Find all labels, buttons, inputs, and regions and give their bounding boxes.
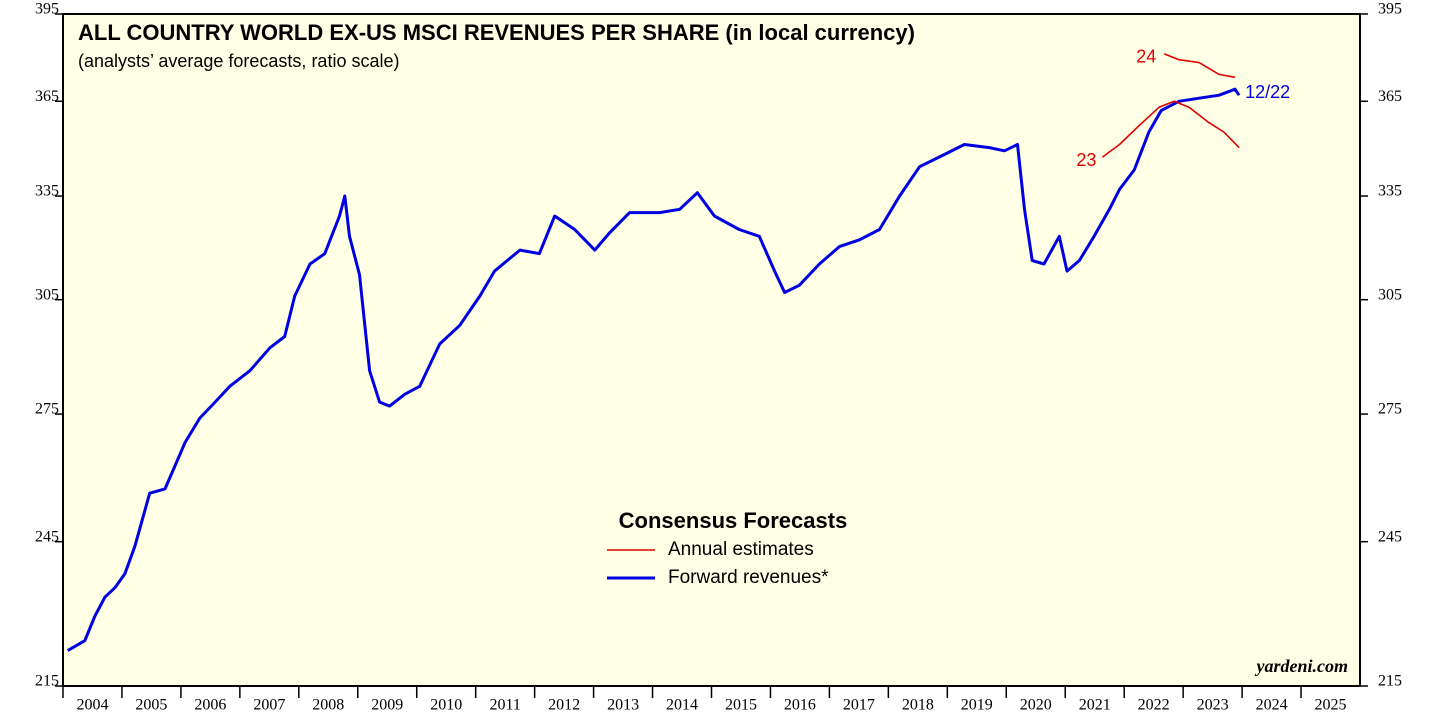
x-tick-label: 2022 bbox=[1138, 697, 1170, 714]
legend-label: Forward revenues* bbox=[668, 567, 829, 588]
x-tick-label: 2009 bbox=[371, 697, 403, 714]
x-tick-label: 2019 bbox=[961, 697, 993, 714]
y-tick-label: 365 bbox=[35, 88, 59, 105]
y-tick-label: 305 bbox=[35, 286, 59, 303]
x-tick-label: 2020 bbox=[1020, 697, 1052, 714]
y-tick-label-right: 395 bbox=[1378, 1, 1402, 18]
y-tick-label-right: 305 bbox=[1378, 286, 1402, 303]
y-tick-label-right: 245 bbox=[1378, 528, 1402, 545]
x-tick-label: 2025 bbox=[1315, 697, 1347, 714]
x-tick-label: 2021 bbox=[1079, 697, 1111, 714]
x-tick-label: 2024 bbox=[1256, 697, 1288, 714]
x-tick-label: 2005 bbox=[135, 697, 167, 714]
series-line bbox=[66, 87, 1241, 652]
y-tick-label-right: 215 bbox=[1378, 673, 1402, 690]
series-line bbox=[1101, 100, 1240, 158]
x-tick-label: 2008 bbox=[312, 697, 344, 714]
chart-title: ALL COUNTRY WORLD EX-US MSCI REVENUES PE… bbox=[78, 20, 915, 45]
legend-label: Annual estimates bbox=[668, 539, 814, 560]
y-tick-label: 335 bbox=[35, 183, 59, 200]
chart-subtitle: (analysts’ average forecasts, ratio scal… bbox=[78, 51, 399, 71]
x-tick-label: 2015 bbox=[725, 697, 757, 714]
x-tick-label: 2016 bbox=[784, 697, 816, 714]
annotation: yardeni.com bbox=[1255, 656, 1349, 676]
x-tick-label: 2007 bbox=[253, 697, 285, 714]
series-line bbox=[1164, 53, 1236, 79]
x-tick-label: 2014 bbox=[666, 697, 698, 714]
x-tick-label: 2006 bbox=[194, 697, 226, 714]
y-tick-label: 245 bbox=[35, 528, 59, 545]
y-tick-label-right: 275 bbox=[1378, 401, 1402, 418]
x-tick-label: 2018 bbox=[902, 697, 934, 714]
annotation: 23 bbox=[1076, 150, 1096, 170]
x-tick-label: 2010 bbox=[430, 697, 462, 714]
x-tick-label: 2017 bbox=[843, 697, 875, 714]
y-tick-label-right: 365 bbox=[1378, 88, 1402, 105]
x-tick-label: 2011 bbox=[489, 697, 520, 714]
x-tick-label: 2023 bbox=[1197, 697, 1229, 714]
y-tick-label-right: 335 bbox=[1378, 183, 1402, 200]
y-tick-label: 275 bbox=[35, 401, 59, 418]
plot-area bbox=[62, 13, 1361, 687]
x-tick-label: 2012 bbox=[548, 697, 580, 714]
legend-title: Consensus Forecasts bbox=[619, 508, 848, 533]
annotation: 24 bbox=[1136, 47, 1156, 67]
x-tick-label: 2004 bbox=[76, 697, 108, 714]
annotation: 12/22 bbox=[1245, 82, 1290, 102]
x-tick-label: 2013 bbox=[607, 697, 639, 714]
y-tick-label: 395 bbox=[35, 1, 59, 18]
y-tick-label: 215 bbox=[35, 673, 59, 690]
